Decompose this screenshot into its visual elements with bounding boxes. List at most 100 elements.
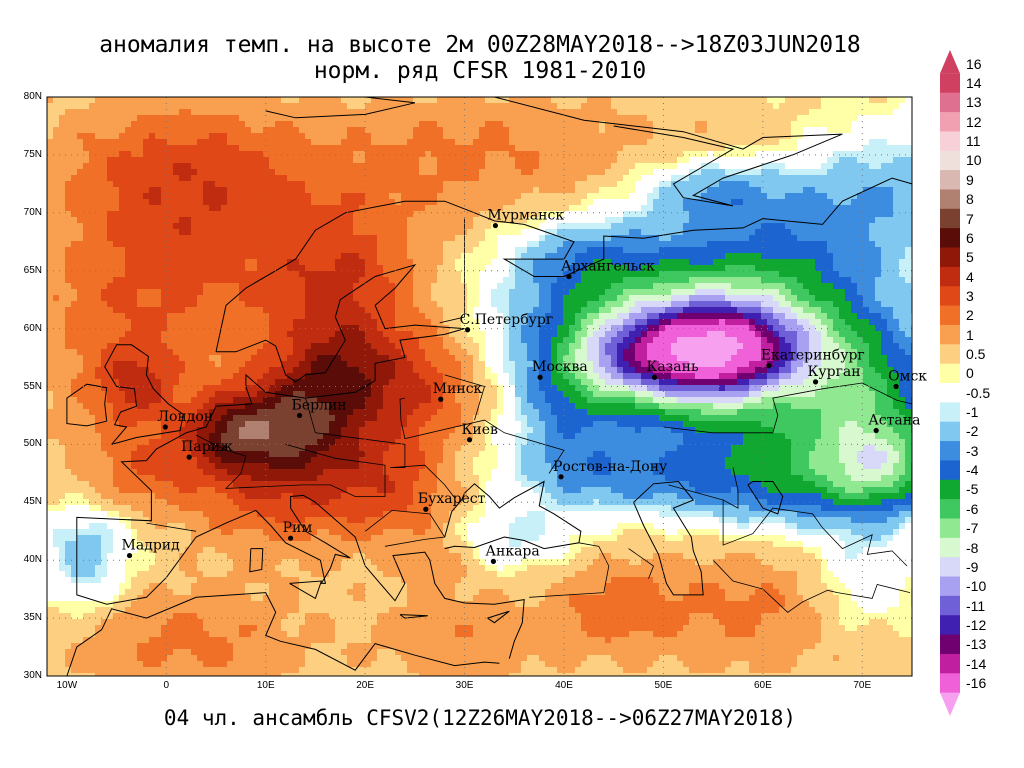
- field-cell: [503, 253, 510, 260]
- field-cell: [287, 265, 294, 272]
- field-cell: [395, 133, 402, 140]
- field-cell: [767, 103, 774, 110]
- field-cell: [293, 139, 300, 146]
- field-cell: [815, 187, 822, 194]
- field-cell: [143, 139, 150, 146]
- field-cell: [497, 139, 504, 146]
- field-cell: [407, 103, 414, 110]
- field-cell: [275, 265, 282, 272]
- field-cell: [47, 133, 54, 140]
- field-cell: [353, 205, 360, 212]
- field-cell: [233, 235, 240, 242]
- field-cell: [431, 247, 438, 254]
- field-cell: [623, 271, 630, 278]
- field-cell: [755, 295, 762, 302]
- field-cell: [263, 121, 270, 128]
- field-cell: [293, 295, 300, 302]
- field-cell: [725, 97, 732, 104]
- field-cell: [377, 133, 384, 140]
- field-cell: [701, 289, 708, 296]
- field-cell: [257, 271, 264, 278]
- field-cell: [569, 103, 576, 110]
- field-cell: [893, 229, 900, 236]
- field-cell: [827, 247, 834, 254]
- field-cell: [731, 151, 738, 158]
- field-cell: [461, 103, 468, 110]
- field-cell: [437, 169, 444, 176]
- field-cell: [737, 187, 744, 194]
- field-cell: [563, 229, 570, 236]
- field-cell: [749, 115, 756, 122]
- field-cell: [491, 121, 498, 128]
- field-cell: [899, 157, 906, 164]
- field-cell: [113, 235, 120, 242]
- field-cell: [527, 277, 534, 284]
- field-cell: [767, 211, 774, 218]
- field-cell: [623, 223, 630, 230]
- field-cell: [341, 151, 348, 158]
- field-cell: [689, 187, 696, 194]
- field-cell: [263, 145, 270, 152]
- field-cell: [635, 247, 642, 254]
- field-cell: [857, 235, 864, 242]
- field-cell: [179, 169, 186, 176]
- field-cell: [413, 211, 420, 218]
- field-cell: [137, 247, 144, 254]
- field-cell: [845, 109, 852, 116]
- field-cell: [827, 181, 834, 188]
- field-cell: [455, 229, 462, 236]
- field-cell: [83, 121, 90, 128]
- field-cell: [881, 127, 888, 134]
- field-cell: [443, 211, 450, 218]
- field-cell: [437, 205, 444, 212]
- field-cell: [593, 253, 600, 260]
- field-cell: [623, 199, 630, 206]
- field-cell: [77, 229, 84, 236]
- field-cell: [131, 163, 138, 170]
- field-cell: [137, 229, 144, 236]
- field-cell: [839, 241, 846, 248]
- field-cell: [821, 205, 828, 212]
- field-cell: [773, 205, 780, 212]
- field-cell: [845, 253, 852, 260]
- field-cell: [131, 229, 138, 236]
- field-cell: [683, 163, 690, 170]
- field-cell: [95, 115, 102, 122]
- field-cell: [569, 163, 576, 170]
- field-cell: [47, 109, 54, 116]
- field-cell: [293, 247, 300, 254]
- field-cell: [299, 121, 306, 128]
- field-cell: [833, 229, 840, 236]
- field-cell: [155, 217, 162, 224]
- field-cell: [491, 295, 498, 302]
- field-cell: [95, 127, 102, 134]
- field-cell: [791, 277, 798, 284]
- field-cell: [821, 133, 828, 140]
- field-cell: [455, 253, 462, 260]
- field-cell: [857, 151, 864, 158]
- field-cell: [509, 139, 516, 146]
- field-cell: [641, 151, 648, 158]
- field-cell: [257, 247, 264, 254]
- field-cell: [695, 175, 702, 182]
- field-cell: [59, 265, 66, 272]
- field-cell: [509, 109, 516, 116]
- field-cell: [371, 181, 378, 188]
- field-cell: [185, 163, 192, 170]
- field-cell: [53, 247, 60, 254]
- field-cell: [575, 259, 582, 266]
- field-cell: [623, 241, 630, 248]
- field-cell: [251, 151, 258, 158]
- field-cell: [89, 253, 96, 260]
- field-cell: [803, 253, 810, 260]
- field-cell: [455, 187, 462, 194]
- field-cell: [533, 265, 540, 272]
- field-cell: [701, 241, 708, 248]
- field-cell: [215, 175, 222, 182]
- field-cell: [827, 211, 834, 218]
- field-cell: [341, 121, 348, 128]
- field-cell: [821, 283, 828, 290]
- field-cell: [101, 151, 108, 158]
- field-cell: [887, 265, 894, 272]
- field-cell: [611, 253, 618, 260]
